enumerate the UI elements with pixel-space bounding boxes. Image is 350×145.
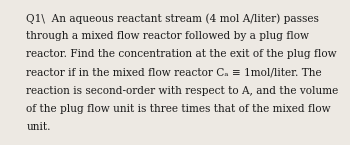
Text: of the plug flow unit is three times that of the mixed flow: of the plug flow unit is three times tha… [26,104,331,114]
Text: reactor if in the mixed flow reactor Cₐ ≡ 1mol/liter. The: reactor if in the mixed flow reactor Cₐ … [26,67,322,77]
Text: unit.: unit. [26,122,51,132]
Text: reaction is second-order with respect to A, and the volume: reaction is second-order with respect to… [26,86,338,96]
Text: Q1\  An aqueous reactant stream (4 mol A/liter) passes: Q1\ An aqueous reactant stream (4 mol A/… [26,13,319,24]
Text: through a mixed flow reactor followed by a plug flow: through a mixed flow reactor followed by… [26,31,309,41]
Text: reactor. Find the concentration at the exit of the plug flow: reactor. Find the concentration at the e… [26,49,337,59]
